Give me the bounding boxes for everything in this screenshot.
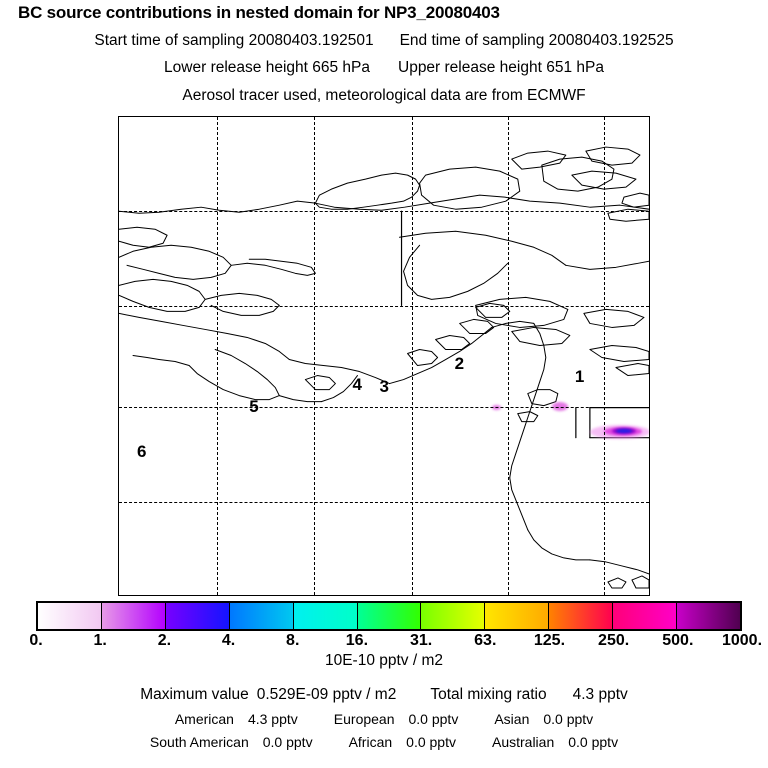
stat-region-label: South American (149, 734, 249, 750)
stat-cell: Australian 0.0 pptv (492, 734, 618, 750)
colorbar-tick-3: 4. (221, 632, 236, 649)
stat-cell: European 0.0 pptv (334, 711, 459, 727)
coastline-map (119, 146, 649, 589)
colorbar-band-8 (549, 603, 614, 629)
stat-region-value: 0.0 pptv (408, 711, 459, 727)
colorbar-tick-4: 8. (286, 632, 300, 649)
plume-blob (491, 404, 501, 410)
stat-region-value: 0.0 pptv (406, 734, 456, 750)
colorbar-tick-6: 31. (409, 632, 433, 649)
total-mixing-ratio-value: 4.3 pptv (572, 686, 628, 703)
stat-cell: South American 0.0 pptv (150, 734, 313, 750)
upper-release-height-label: Upper release height 651 hPa (398, 59, 604, 76)
start-time-label: Start time of sampling 20080403.192501 (94, 32, 374, 49)
colorbar-band-6 (421, 603, 486, 629)
colorbar-wrapper: 0. 1. 2. 4. 8. 16. 31. 63. 125. 250. 500. 1000. (29, 601, 762, 649)
colorbar-tick-11: 1000. (721, 632, 763, 649)
colorbar-tick-8: 125. (533, 632, 566, 649)
tracer-meteo-label: Aerosol tracer used, meteorological data… (182, 87, 586, 104)
colorbar-band-3 (229, 603, 294, 629)
end-time-label: End time of sampling 20080403.192525 (399, 32, 674, 49)
region-label-5: 5 (249, 396, 259, 416)
stats-row-regions-2: South American 0.0 pptv African 0.0 pptv Aus… (0, 734, 768, 757)
plume-blob (615, 428, 632, 433)
colorbar-tick-10: 500. (662, 632, 694, 649)
colorbar-band-0 (38, 603, 102, 629)
lower-release-height-label: Lower release height 665 hPa (164, 59, 370, 76)
colorbar-tick-5: 16. (345, 632, 369, 649)
stat-region-label: Asian (494, 711, 530, 727)
region-label-2: 2 (454, 354, 465, 374)
region-label-4: 4 (352, 374, 362, 394)
total-mixing-ratio-label: Total mixing ratio (430, 686, 547, 703)
sampling-time-line: Start time of sampling 20080403.192501 En… (0, 32, 768, 50)
stats-row-summary: Maximum value 0.529E-09 pptv / m2 Total mi… (0, 686, 768, 711)
max-value: 0.529E-09 pptv / m2 (256, 686, 397, 703)
colorbar-tick-0: 0. (29, 632, 43, 649)
stat-region-label: Australian (491, 734, 555, 750)
colorbar-band-10 (677, 603, 740, 629)
region-label-3: 3 (379, 376, 389, 396)
colorbar-unit-label: 10E-10 pptv / m2 (324, 652, 444, 669)
max-value-label: Maximum value (140, 686, 249, 703)
stat-region-value: 0.0 pptv (543, 711, 594, 727)
colorbar-tick-2: 2. (157, 632, 172, 649)
colorbar-tick-1: 1. (93, 632, 107, 649)
colorbar-band-9 (613, 603, 678, 629)
stat-cell: American 4.3 pptv (175, 711, 298, 727)
stats-row-regions-1: American 4.3 pptv European 0.0 pptv Asian 0.0… (0, 711, 768, 734)
stat-region-label: American (174, 711, 234, 727)
page-title: BC source contributions in nested domain… (18, 3, 500, 22)
colorbar-tick-9: 250. (598, 632, 630, 649)
stat-region-label: African (348, 734, 393, 750)
stat-region-value: 0.0 pptv (262, 734, 313, 750)
colorbar-band-7 (485, 603, 550, 629)
colorbar-band-5 (357, 603, 422, 629)
colorbar-band-2 (165, 603, 230, 629)
statistics-panel: Maximum value 0.529E-09 pptv / m2 Total mi… (0, 686, 768, 757)
release-height-line: Lower release height 665 hPa Upper releas… (0, 59, 768, 77)
stat-region-label: European (333, 711, 395, 727)
colorbar[interactable] (36, 601, 742, 631)
colorbar-tick-labels: 0. 1. 2. 4. 8. 16. 31. 63. 125. 250. 500. 1000. (29, 632, 762, 652)
stat-cell: Asian 0.0 pptv (494, 711, 593, 727)
stat-region-value: 0.0 pptv (568, 734, 619, 750)
colorbar-band-1 (101, 603, 166, 629)
plume-blob (551, 401, 568, 411)
region-label-6: 6 (137, 441, 147, 461)
stat-cell: African 0.0 pptv (349, 734, 456, 750)
stat-region-value: 4.3 pptv (247, 711, 298, 727)
region-label-1: 1 (574, 366, 585, 386)
colorbar-band-4 (293, 603, 358, 629)
colorbar-tick-7: 63. (474, 632, 497, 649)
